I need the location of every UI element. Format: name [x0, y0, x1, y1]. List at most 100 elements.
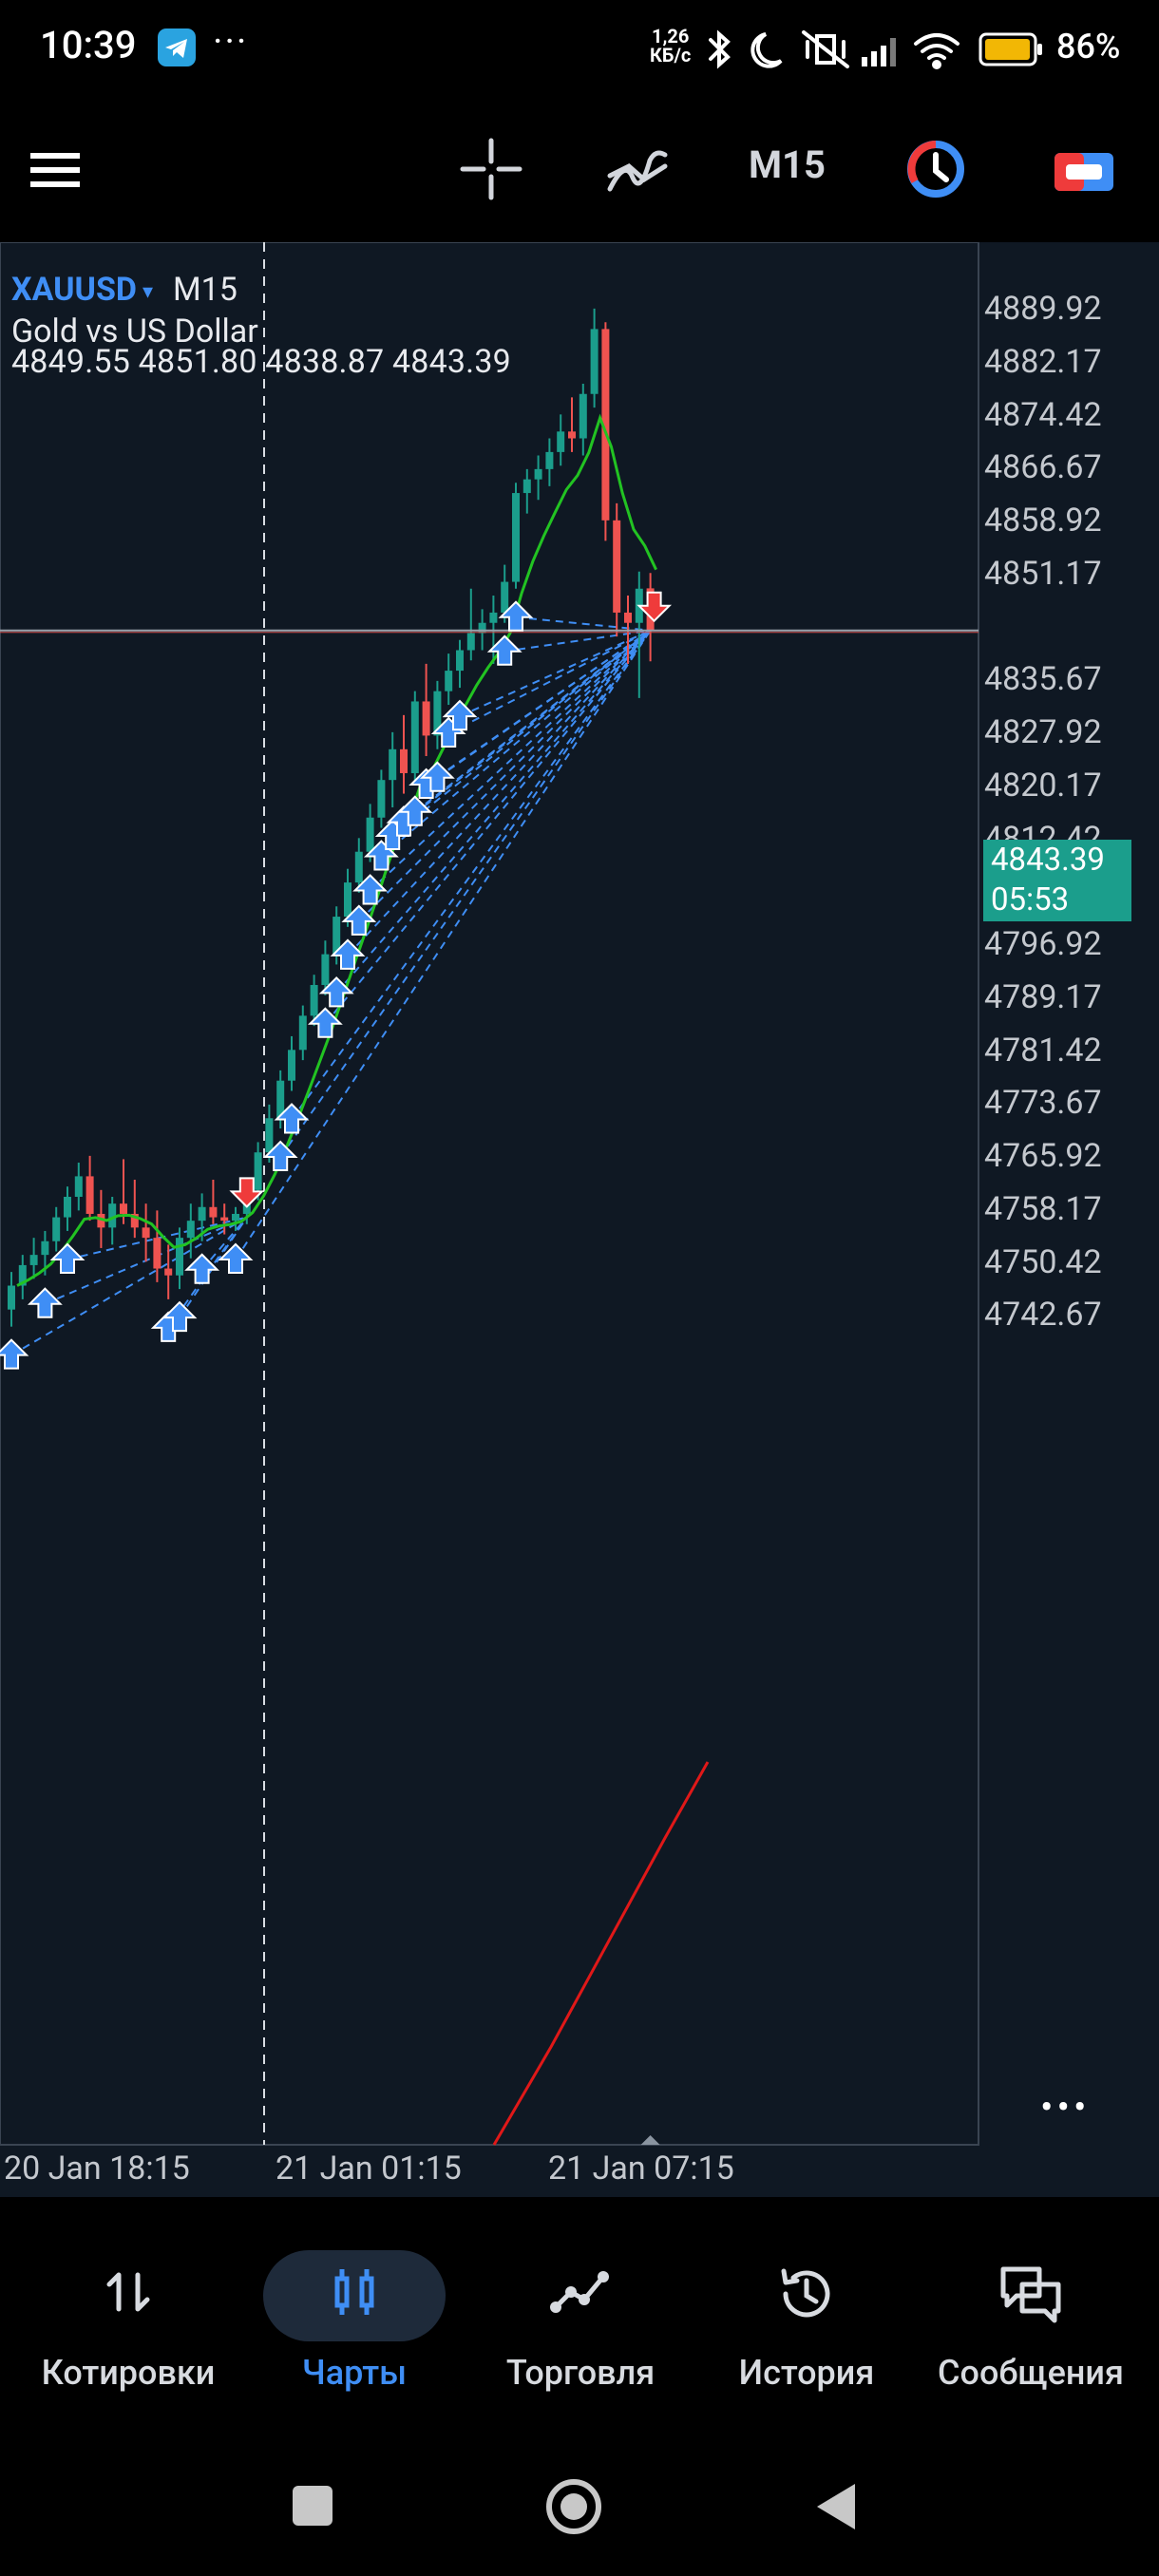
buy-arrow-icon	[486, 635, 522, 666]
nav-messages[interactable]: Сообщения	[917, 2197, 1145, 2434]
symbol-selector[interactable]: XAUUSD ▾	[11, 271, 153, 309]
candle-body	[366, 817, 374, 852]
buy-arrow-icon	[419, 761, 455, 792]
signal-line	[504, 629, 651, 653]
price-axis-label: 4789.17	[984, 977, 1102, 1016]
symbol-name: XAUUSD	[11, 271, 137, 309]
timeframe-button[interactable]: M15	[749, 142, 826, 187]
candle-body	[344, 882, 352, 918]
candle-body	[74, 1176, 83, 1197]
nav-quotes[interactable]: Котировки	[14, 2197, 242, 2434]
price-axis-label: 4874.42	[984, 395, 1102, 434]
price-axis-label: 4889.92	[984, 290, 1102, 328]
candle-body	[164, 1268, 173, 1276]
signal-line	[459, 629, 652, 717]
candle-body	[613, 520, 621, 613]
candle-body	[321, 954, 330, 985]
crosshair-icon[interactable]	[460, 138, 522, 200]
candle-body	[186, 1221, 195, 1239]
vibrate-off-icon	[802, 30, 849, 68]
caret-down-icon: ▾	[142, 279, 154, 304]
active-tab-indicator	[263, 2250, 446, 2341]
buy-arrow-icon	[184, 1253, 220, 1284]
candle-body	[354, 851, 363, 883]
status-more-dots: ···	[213, 19, 249, 64]
price-axis-label: 4835.67	[984, 660, 1102, 699]
current-price-box: 4843.39 05:53	[983, 840, 1131, 921]
indicator-icon[interactable]	[604, 138, 671, 204]
recents-square-icon[interactable]	[291, 2484, 334, 2528]
status-time: 10:39	[40, 23, 137, 67]
candle-body	[29, 1255, 38, 1265]
signal-line	[380, 629, 652, 858]
candle-body	[64, 1196, 71, 1218]
candle-body	[288, 1050, 295, 1081]
price-axis-label: 4827.92	[984, 713, 1102, 751]
signal-line	[200, 1216, 248, 1271]
price-axis-label: 4820.17	[984, 766, 1102, 805]
candle-body	[41, 1241, 49, 1256]
time-axis-label: 20 Jan 18:15	[4, 2150, 190, 2188]
candle-body	[298, 1015, 307, 1051]
telegram-icon	[158, 28, 196, 70]
candle-body	[198, 1206, 206, 1222]
clock-icon[interactable]	[904, 138, 967, 200]
time-axis-label: 21 Jan 01:15	[276, 2150, 462, 2188]
nav-messages-label: Сообщения	[938, 2353, 1124, 2393]
chart-canvas[interactable]	[0, 242, 1159, 2197]
signal-line	[279, 630, 652, 1158]
menu-icon[interactable]	[27, 142, 84, 199]
network-speed-value: 1,26	[651, 25, 690, 47]
buy-arrow-icon	[49, 1242, 86, 1274]
buy-arrow-icon	[162, 1300, 198, 1333]
price-axis-label: 4750.42	[984, 1242, 1102, 1281]
buy-arrow-icon	[397, 795, 433, 826]
candle-body	[590, 329, 598, 394]
signal-line	[347, 630, 652, 957]
arrows-updown-icon	[106, 2272, 150, 2312]
buy-arrow-icon	[352, 874, 389, 905]
history-icon	[781, 2268, 830, 2318]
price-axis-label: 4796.92	[984, 925, 1102, 963]
buy-arrow-icon	[262, 1140, 298, 1172]
candle-body	[310, 984, 318, 1016]
candle-body	[332, 917, 341, 955]
candle-body	[153, 1238, 162, 1269]
candle-body	[579, 393, 587, 439]
nav-history-label: История	[738, 2353, 875, 2393]
home-circle-icon[interactable]	[545, 2478, 602, 2535]
buy-arrow-icon	[341, 904, 377, 936]
battery-percent: 86%	[1056, 27, 1121, 66]
candle-body	[130, 1213, 139, 1228]
candle-body	[557, 431, 565, 452]
nav-history[interactable]: История	[693, 2197, 921, 2434]
symbol-description: Gold vs US Dollar	[11, 313, 258, 350]
signal-line	[369, 629, 652, 892]
time-axis-label: 21 Jan 07:15	[548, 2150, 734, 2188]
buy-arrow-icon	[274, 1103, 310, 1134]
candle-body	[522, 479, 531, 494]
candle-body	[120, 1203, 127, 1214]
chart-more-button[interactable]: •••	[1040, 2085, 1091, 2130]
price-chart[interactable]: XAUUSD ▾ M15 Gold vs US Dollar 4849.55 48…	[0, 242, 1159, 2197]
signal-line	[324, 630, 652, 1025]
signal-line	[414, 629, 652, 813]
one-click-trading-icon[interactable]	[1053, 140, 1115, 202]
moon-icon	[750, 32, 783, 68]
system-navigation-bar	[0, 2434, 1159, 2576]
price-axis-label: 4765.92	[984, 1137, 1102, 1175]
back-triangle-icon[interactable]	[813, 2482, 857, 2531]
signal-line	[391, 629, 652, 837]
candle-body	[389, 748, 397, 781]
nav-trade[interactable]: Торговля	[466, 2197, 694, 2434]
plot-frame	[0, 242, 979, 2146]
buy-arrow-icon	[27, 1287, 63, 1318]
bluetooth-icon	[709, 29, 731, 69]
candle-body	[456, 650, 464, 672]
candle-body	[433, 691, 442, 736]
signal-line	[447, 629, 652, 734]
nav-charts[interactable]: Чарты	[240, 2197, 468, 2434]
sell-arrow-icon	[636, 591, 673, 623]
ma-fast-line	[16, 413, 657, 1287]
candle-body	[545, 451, 554, 469]
